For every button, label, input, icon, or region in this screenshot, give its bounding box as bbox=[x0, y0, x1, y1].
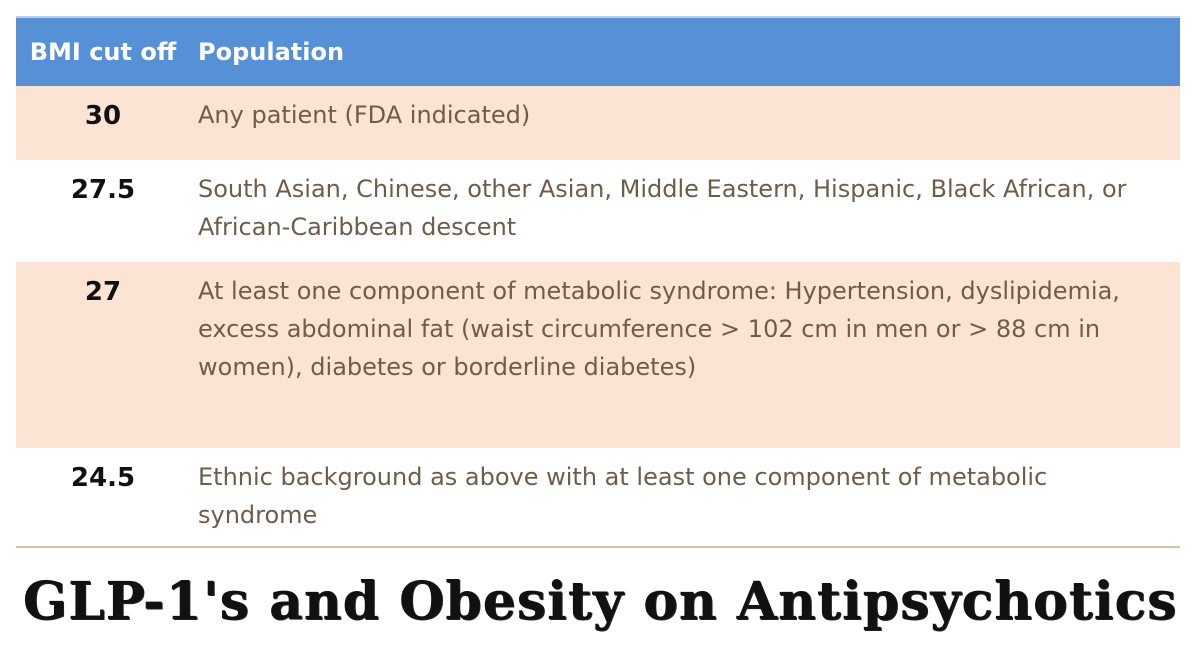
bmi-cut-off-value: 24.5 bbox=[70, 463, 136, 493]
table-row: 30 Any patient (FDA indicated) bbox=[16, 86, 1180, 160]
bmi-cut-off-value: 27.5 bbox=[70, 175, 136, 205]
bmi-table: BMI cut off Population 30 Any patient (F… bbox=[16, 16, 1180, 552]
population-text: South Asian, Chinese, other Asian, Middl… bbox=[198, 175, 1127, 241]
population-text: At least one component of metabolic synd… bbox=[198, 277, 1120, 381]
population-text: Any patient (FDA indicated) bbox=[198, 101, 531, 129]
population-text: Ethnic background as above with at least… bbox=[198, 463, 1048, 529]
table-row: 24.5 Ethnic background as above with at … bbox=[16, 448, 1180, 552]
header-bmi-cut-off: BMI cut off bbox=[29, 38, 177, 66]
table-divider bbox=[16, 546, 1180, 548]
bmi-cut-off-value: 30 bbox=[84, 101, 122, 131]
table-row: 27.5 South Asian, Chinese, other Asian, … bbox=[16, 160, 1180, 262]
bmi-cut-off-value: 27 bbox=[84, 277, 122, 307]
page-title: GLP-1's and Obesity on Antipsychotics bbox=[22, 571, 1178, 632]
header-population: Population bbox=[198, 38, 345, 66]
table-row: 27 At least one component of metabolic s… bbox=[16, 262, 1180, 448]
table-header: BMI cut off Population bbox=[16, 16, 1180, 86]
